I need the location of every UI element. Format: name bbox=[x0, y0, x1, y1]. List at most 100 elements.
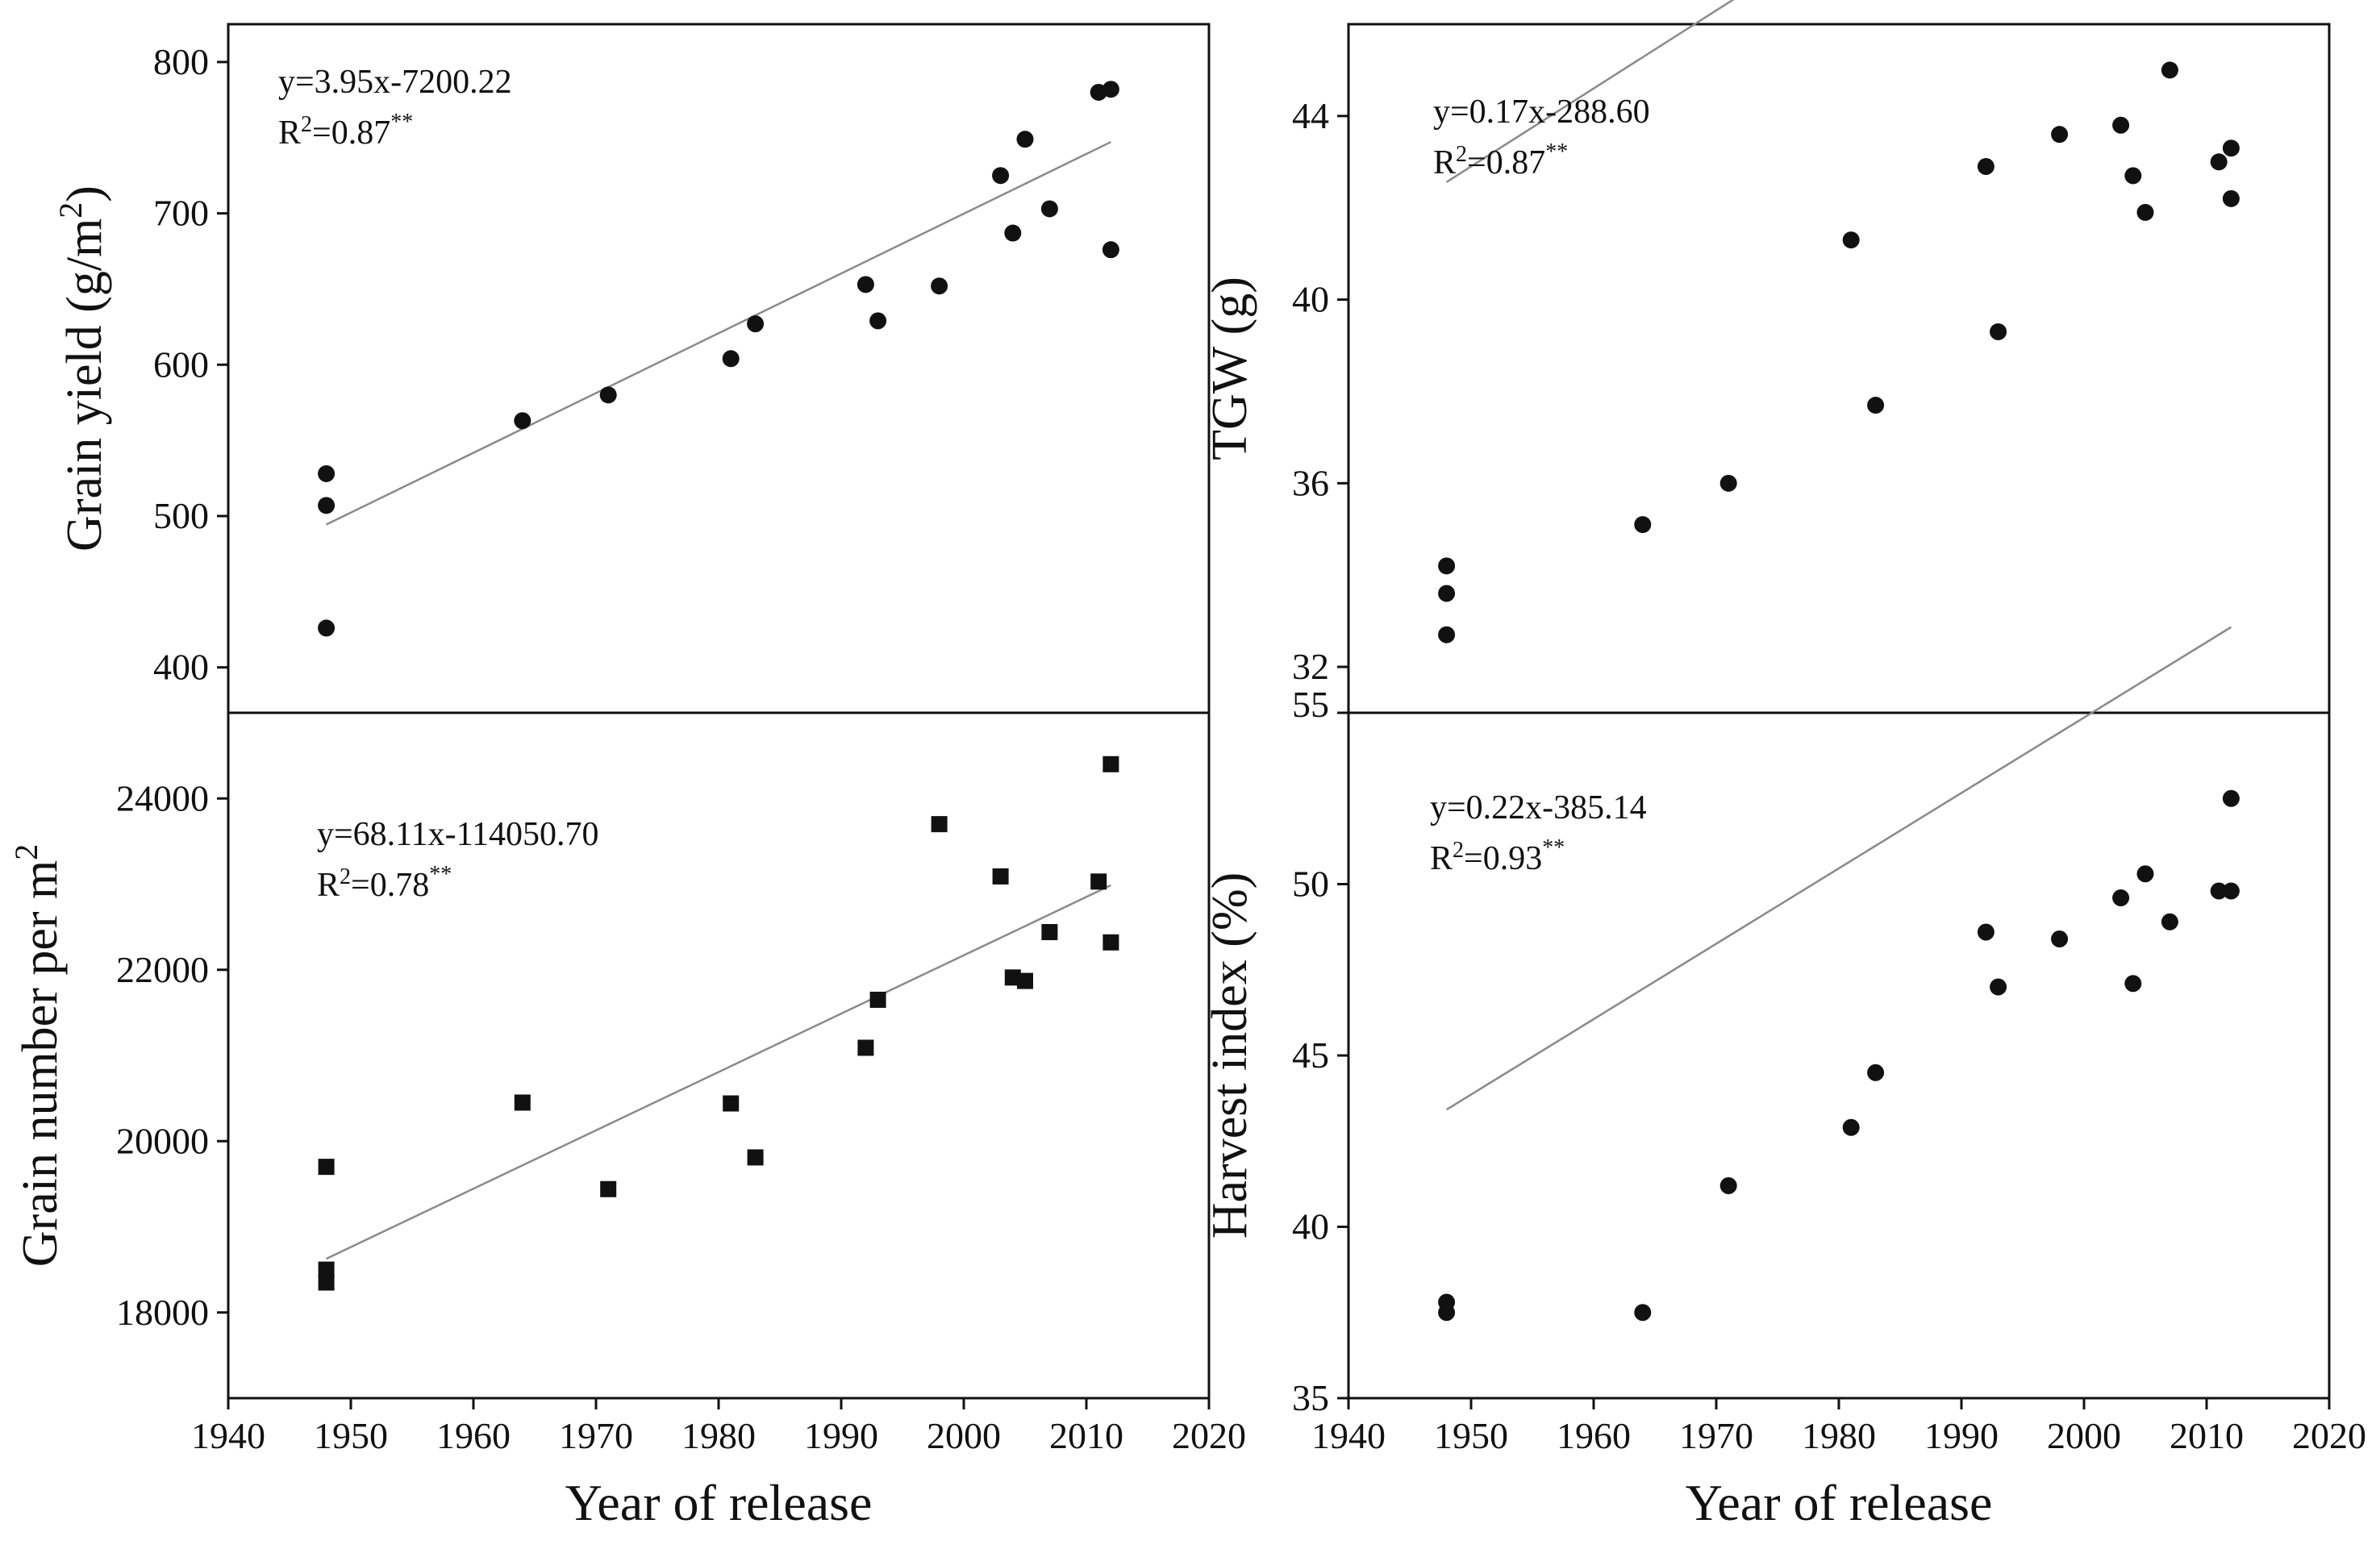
grain-number-xtick-label: 1970 bbox=[559, 1415, 633, 1456]
tgw-ytick-label: 44 bbox=[1292, 95, 1329, 136]
grain-yield-ylabel-main: Grain yield (g/m bbox=[57, 219, 112, 552]
grain-number-ytick-label: 22000 bbox=[116, 949, 209, 990]
grain-number-r-squared: R2=0.78** bbox=[317, 862, 452, 904]
tgw-data-point bbox=[2051, 126, 2069, 144]
grain-number-xtick-label: 1950 bbox=[314, 1415, 388, 1456]
harvest-index-data-point bbox=[2222, 789, 2240, 807]
tgw-data-point bbox=[1438, 626, 1456, 643]
harvest-index-xtick-label: 2010 bbox=[2170, 1415, 2244, 1456]
grain-yield-ytick-label: 500 bbox=[153, 495, 209, 536]
grain-number-data-point bbox=[931, 816, 948, 833]
harvest-index-ytick-label: 45 bbox=[1292, 1035, 1329, 1076]
grain-number-data-point bbox=[318, 1261, 335, 1278]
grain-number-data-point bbox=[992, 868, 1009, 885]
tgw-data-point bbox=[2124, 167, 2142, 185]
harvest-index-data-point bbox=[1438, 1304, 1456, 1322]
grain-yield-data-point bbox=[869, 312, 887, 330]
grain-number-xtick-label: 1940 bbox=[191, 1415, 265, 1456]
tgw-data-point bbox=[2112, 116, 2130, 134]
grain-number-data-point bbox=[1102, 934, 1119, 951]
tgw-data-point bbox=[1842, 231, 1860, 249]
grain-yield-ylabel: Grain yield (g/m2) bbox=[52, 185, 112, 552]
tgw-data-point bbox=[1438, 585, 1456, 602]
grain-number-data-point bbox=[1102, 756, 1119, 772]
grain-number-ytick-label: 20000 bbox=[116, 1120, 209, 1161]
harvest-index-ylabel: Harvest index (%) bbox=[1203, 872, 1257, 1239]
tgw-data-point bbox=[1867, 397, 1885, 414]
grain-yield-equation: y=3.95x-7200.22 bbox=[278, 64, 512, 101]
harvest-index-r2-prefix: R bbox=[1430, 840, 1453, 877]
grain-yield-r2-value: =0.87 bbox=[312, 114, 390, 152]
harvest-index-data-point bbox=[2210, 882, 2228, 900]
harvest-index-data-point bbox=[2112, 889, 2130, 906]
tgw-r2-value: =0.87 bbox=[1467, 144, 1545, 181]
grain-yield-data-point bbox=[599, 386, 617, 404]
grain-yield-data-point bbox=[1004, 224, 1022, 242]
tgw-data-point bbox=[1990, 323, 2007, 340]
grain-yield-data-point bbox=[1102, 81, 1119, 98]
harvest-index-data-point bbox=[2161, 913, 2178, 930]
tgw-ytick-label: 40 bbox=[1292, 279, 1329, 320]
grain-yield-data-point bbox=[514, 412, 531, 430]
grain-yield-data-point bbox=[931, 277, 948, 295]
tgw-equation: y=0.17x-288.60 bbox=[1433, 94, 1650, 131]
harvest-index-xtick-label: 1940 bbox=[1311, 1415, 1386, 1456]
tgw-data-point bbox=[2161, 61, 2178, 79]
harvest-index-ytick-label: 55 bbox=[1292, 684, 1329, 725]
grain-yield-data-point bbox=[318, 497, 336, 514]
harvest-index-ytick-label: 35 bbox=[1292, 1377, 1329, 1418]
grain-number-data-point bbox=[318, 1159, 335, 1176]
grain-yield-ylabel-sup: 2 bbox=[52, 202, 89, 219]
grain-number-data-point bbox=[1041, 924, 1058, 940]
tgw-data-point bbox=[2210, 153, 2228, 171]
grain-number-data-point bbox=[514, 1094, 531, 1111]
grain-number-data-point bbox=[869, 991, 886, 1008]
harvest-index-r2-sup: 2 bbox=[1453, 838, 1464, 863]
harvest-index-data-point bbox=[1719, 1177, 1737, 1194]
tgw-data-point bbox=[1719, 474, 1737, 492]
grain-number-data-point bbox=[857, 1039, 874, 1056]
harvest-index-xtick-label: 1980 bbox=[1802, 1415, 1876, 1456]
grain-yield-data-point bbox=[318, 464, 336, 482]
grain-yield-r2-significance: ** bbox=[390, 110, 413, 135]
grain-number-r2-sup: 2 bbox=[340, 864, 351, 889]
harvest-index-ytick-label: 50 bbox=[1292, 864, 1329, 905]
grain-number-data-point bbox=[1090, 873, 1107, 890]
grain-yield-r2-prefix: R bbox=[278, 114, 301, 152]
harvest-index-xtick-label: 1970 bbox=[1679, 1415, 1753, 1456]
harvest-index-ytick-label: 40 bbox=[1292, 1206, 1329, 1247]
harvest-index-data-point bbox=[1867, 1064, 1885, 1081]
grain-yield-r-squared: R2=0.87** bbox=[278, 110, 413, 152]
tgw-data-point bbox=[2222, 139, 2240, 157]
harvest-index-fit-line bbox=[1445, 626, 2232, 1111]
harvest-index-data-point bbox=[2124, 975, 2142, 993]
grain-yield-data-point bbox=[1040, 200, 1058, 218]
tgw-ytick-label: 36 bbox=[1292, 462, 1329, 503]
harvest-index-r2-significance: ** bbox=[1542, 835, 1565, 860]
grain-number-data-point bbox=[1004, 969, 1021, 986]
grain-yield-r2-sup: 2 bbox=[301, 112, 312, 137]
harvest-index-data-point bbox=[1842, 1118, 1860, 1136]
tgw-r2-prefix: R bbox=[1433, 144, 1456, 181]
harvest-index-data-point bbox=[2136, 865, 2154, 883]
grain-number-xtick-label: 1990 bbox=[804, 1415, 878, 1456]
grain-number-data-point bbox=[747, 1149, 764, 1166]
grain-yield-ytick-label: 800 bbox=[153, 41, 209, 82]
tgw-fit-line bbox=[1445, 0, 1735, 183]
tgw-r2-sup: 2 bbox=[1456, 142, 1467, 167]
grain-number-equation: y=68.11x-114050.70 bbox=[317, 816, 599, 853]
tgw-r2-significance: ** bbox=[1545, 139, 1568, 164]
grain-yield-data-point bbox=[857, 276, 874, 293]
tgw-ylabel-main: TGW (g) bbox=[1203, 277, 1257, 460]
grain-number-r2-value: =0.78 bbox=[351, 867, 429, 904]
grain-yield-ytick-label: 400 bbox=[153, 647, 209, 688]
panel-tgw: 32 36 40 44 y=0.17x-288.60 R2=0.87** TGW (g) bbox=[1203, 0, 2331, 714]
grain-yield-data-point bbox=[1016, 131, 1034, 148]
harvest-index-data-point bbox=[2222, 882, 2240, 900]
grain-yield-ylabel-tail: ) bbox=[57, 185, 112, 202]
grain-number-xtick-label: 2010 bbox=[1049, 1415, 1123, 1456]
harvest-index-data-point bbox=[1977, 923, 1994, 941]
harvest-index-xtick-label: 1960 bbox=[1557, 1415, 1631, 1456]
grain-number-data-point bbox=[318, 1274, 335, 1291]
grain-number-data-point bbox=[1017, 972, 1033, 989]
